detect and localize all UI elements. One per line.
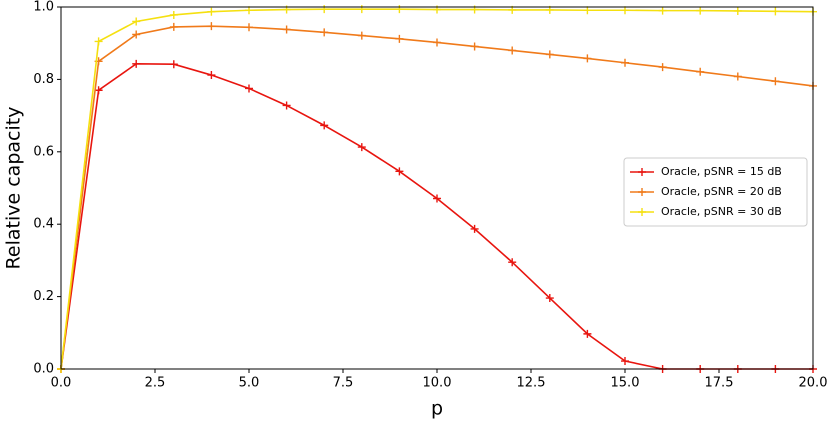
legend-marker — [638, 208, 646, 216]
point-marker — [169, 60, 178, 69]
point-marker — [357, 31, 366, 40]
point-marker — [545, 294, 554, 303]
point-marker — [545, 50, 554, 59]
point-marker — [508, 258, 517, 267]
point-marker — [245, 23, 253, 32]
point-marker — [395, 167, 404, 176]
point-marker — [433, 194, 441, 203]
point-marker — [282, 25, 291, 34]
legend-label: Oracle, pSNR = 20 dB — [661, 185, 782, 198]
point-marker — [245, 6, 253, 15]
point-marker — [733, 72, 742, 81]
x-tick-label: 17.5 — [705, 376, 734, 391]
legend-box — [623, 157, 808, 227]
y-tick-label: 0.6 — [33, 144, 54, 159]
legend-marker — [638, 168, 646, 176]
point-marker — [771, 77, 780, 86]
legend-label: Oracle, pSNR = 30 dB — [661, 205, 782, 218]
x-tick-label: 2.5 — [145, 376, 166, 391]
point-marker — [395, 5, 404, 14]
point-marker — [508, 46, 517, 55]
point-marker — [733, 6, 742, 15]
point-marker — [132, 17, 141, 26]
point-marker — [320, 28, 329, 37]
point-marker — [94, 86, 103, 95]
point-marker — [207, 7, 216, 16]
x-tick-label: 5.0 — [239, 376, 260, 391]
plot-frame — [60, 6, 814, 370]
x-tick-label: 10.0 — [423, 376, 452, 391]
point-marker — [583, 54, 592, 63]
point-marker — [621, 357, 629, 366]
point-marker — [658, 63, 667, 72]
x-tick-label: 7.5 — [333, 376, 354, 391]
y-tick-label: 1.0 — [33, 0, 54, 15]
point-marker — [621, 6, 629, 15]
point-marker — [282, 101, 291, 110]
point-marker — [357, 143, 366, 152]
point-marker — [433, 38, 441, 47]
point-marker — [771, 7, 780, 16]
point-marker — [245, 84, 253, 93]
point-marker — [169, 22, 178, 31]
y-axis-label: Relative capacity — [3, 107, 25, 270]
point-marker — [132, 30, 141, 39]
point-marker — [207, 22, 216, 31]
point-marker — [94, 37, 103, 46]
point-marker — [621, 58, 629, 67]
point-marker — [470, 42, 479, 51]
point-marker — [583, 329, 592, 338]
point-marker — [169, 10, 178, 19]
point-marker — [470, 224, 479, 233]
y-tick-label: 0.4 — [33, 217, 54, 232]
legend-marker — [638, 188, 646, 196]
point-marker — [132, 59, 141, 68]
point-marker — [395, 34, 404, 43]
x-tick-label: 15.0 — [611, 376, 640, 391]
y-tick-label: 0.0 — [33, 362, 54, 377]
y-tick-label: 0.8 — [33, 72, 54, 87]
y-tick-label: 0.2 — [33, 289, 54, 304]
point-marker — [583, 6, 592, 15]
point-marker — [320, 5, 329, 14]
x-tick-label: 0.0 — [51, 376, 72, 391]
point-marker — [696, 6, 705, 15]
point-marker — [658, 6, 667, 15]
point-marker — [207, 71, 216, 80]
legend-label: Oracle, pSNR = 15 dB — [661, 165, 782, 178]
point-marker — [320, 121, 329, 130]
x-tick-label: 12.5 — [517, 376, 546, 391]
x-axis-label: p — [431, 398, 443, 420]
point-marker — [357, 5, 366, 14]
point-marker — [696, 67, 705, 76]
x-tick-label: 20.0 — [799, 376, 828, 391]
